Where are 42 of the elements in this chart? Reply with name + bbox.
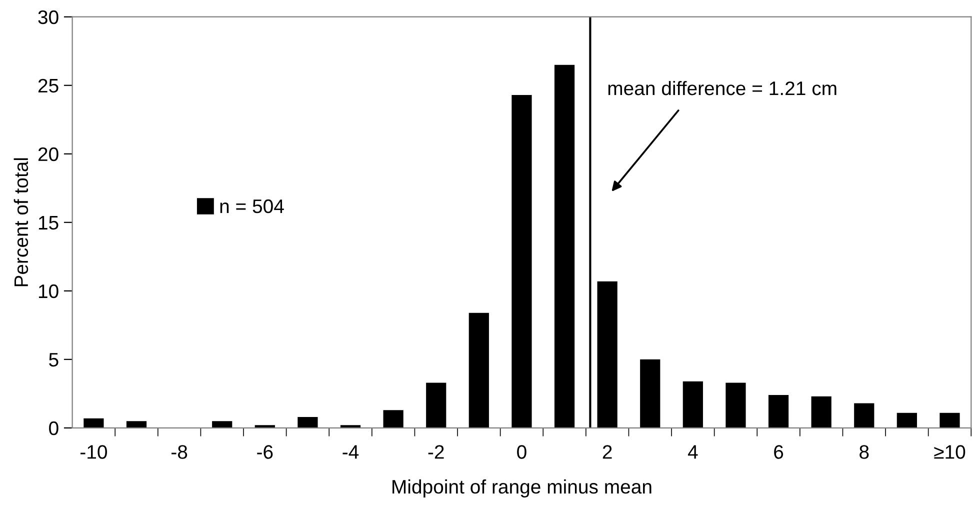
bar [298, 416, 318, 428]
bar [768, 395, 789, 428]
legend-label: n = 504 [220, 199, 284, 214]
x-tick-label: 4 [688, 445, 698, 459]
x-tick-label: -10 [80, 445, 107, 459]
bar [682, 381, 703, 428]
bar [426, 382, 446, 428]
x-tick-label: 6 [774, 445, 784, 459]
y-tick-label: 15 [38, 216, 58, 230]
y-tick-label: 20 [38, 147, 58, 162]
bar [468, 312, 489, 428]
bar [896, 412, 917, 428]
bar [854, 403, 874, 428]
x-tick-label: -6 [257, 445, 273, 459]
bar [383, 410, 404, 428]
bar [811, 396, 832, 428]
x-tick-label: 0 [517, 445, 526, 459]
y-tick-label: 10 [38, 284, 58, 298]
y-tick-label: 30 [38, 10, 58, 24]
x-tick-label: -2 [428, 445, 444, 459]
y-tick-label: 0 [49, 421, 58, 436]
x-tick-label: 2 [602, 445, 612, 459]
bar [512, 94, 532, 428]
bar [726, 382, 746, 428]
bar [126, 421, 147, 428]
bar [940, 412, 960, 428]
x-tick-label: -4 [342, 445, 359, 459]
y-axis-title: Percent of total [14, 158, 28, 286]
bar [84, 418, 104, 428]
bar [340, 425, 361, 428]
bar [554, 64, 575, 428]
x-axis-title: Midpoint of range minus mean [392, 479, 652, 498]
x-tick-label: 8 [860, 445, 869, 459]
y-tick-label: 5 [49, 353, 58, 367]
bar [254, 425, 275, 428]
x-tick-label: -8 [172, 445, 188, 459]
y-tick-label: 25 [38, 78, 58, 93]
bar [597, 281, 618, 428]
bar [640, 359, 660, 428]
annotation: mean difference = 1.21 cm [608, 80, 836, 96]
x-tick-label: ≥10 [934, 445, 966, 459]
bar [212, 421, 232, 428]
